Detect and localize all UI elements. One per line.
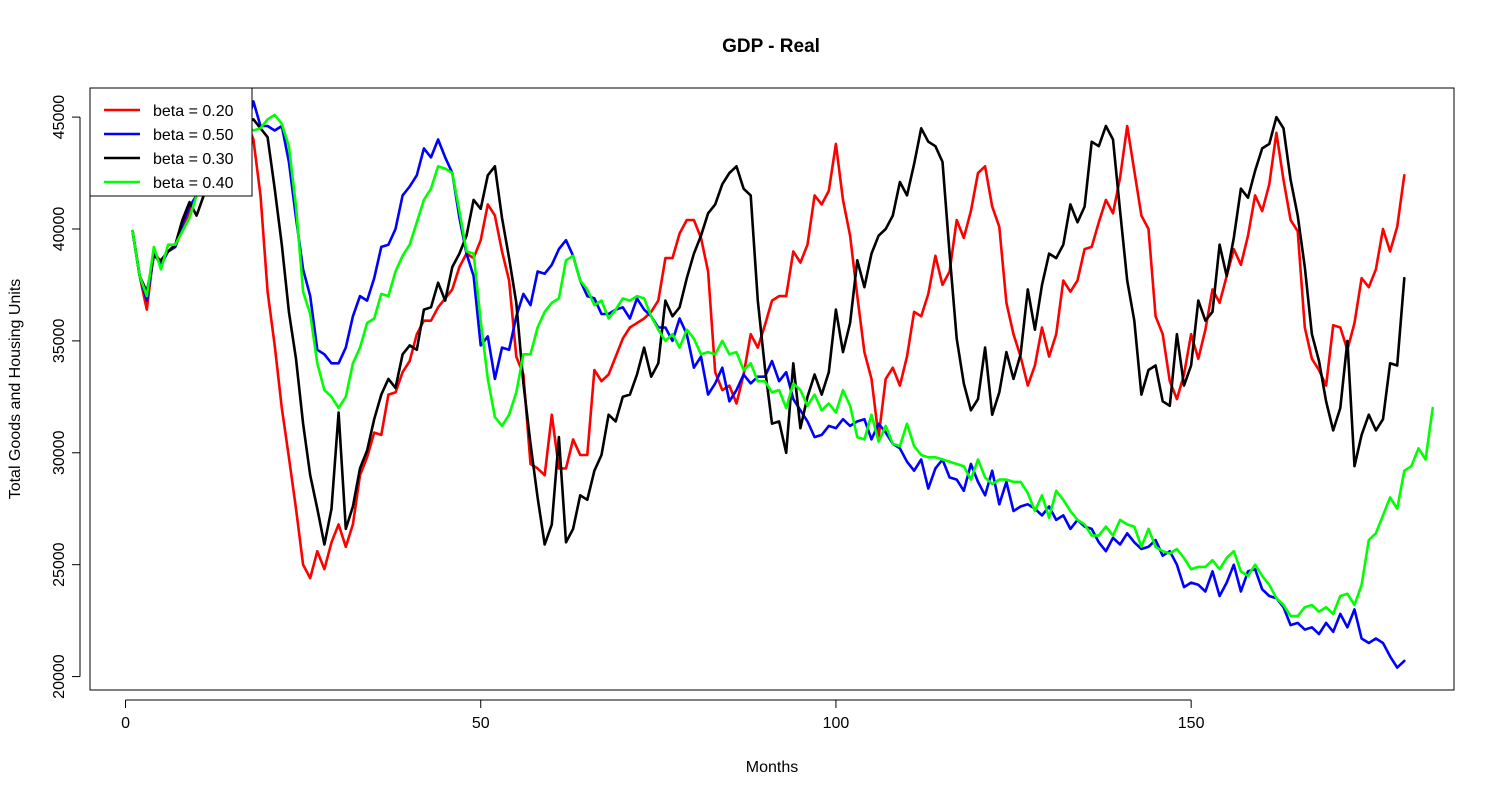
y-tick-label: 30000 (51, 430, 68, 475)
legend-box (89, 87, 253, 197)
x-tick-label: 150 (1178, 715, 1205, 732)
legend: beta = 0.20 beta = 0.50 beta = 0.30 beta = … (89, 87, 253, 197)
legend-label-2: beta = 0.30 (153, 151, 234, 168)
x-tick-label: 50 (472, 715, 490, 732)
series-line-2 (131, 115, 1406, 546)
y-tick-label: 45000 (51, 95, 68, 140)
legend-label-3: beta = 0.40 (153, 175, 234, 192)
plot-frame (89, 87, 1455, 691)
series-layer (131, 100, 1434, 669)
series-line-0 (131, 120, 1406, 580)
series-line-3 (131, 113, 1434, 618)
y-tick-label: 35000 (51, 319, 68, 364)
y-axis: 20000 25000 30000 35000 40000 45000 (51, 95, 81, 699)
x-axis: 0 50 100 150 (121, 699, 1205, 732)
y-tick-label: 20000 (51, 654, 68, 699)
plot-area (131, 100, 1434, 669)
chart-title: GDP - Real (722, 36, 820, 57)
legend-label-1: beta = 0.50 (153, 127, 234, 144)
x-tick-label: 100 (823, 715, 850, 732)
y-tick-label: 25000 (51, 542, 68, 587)
y-tick-label: 40000 (51, 207, 68, 252)
series-line-1 (131, 100, 1406, 669)
y-axis-label: Total Goods and Housing Units (7, 279, 24, 500)
legend-label-0: beta = 0.20 (153, 103, 234, 120)
x-axis-label: Months (746, 759, 798, 776)
x-tick-label: 0 (121, 715, 130, 732)
